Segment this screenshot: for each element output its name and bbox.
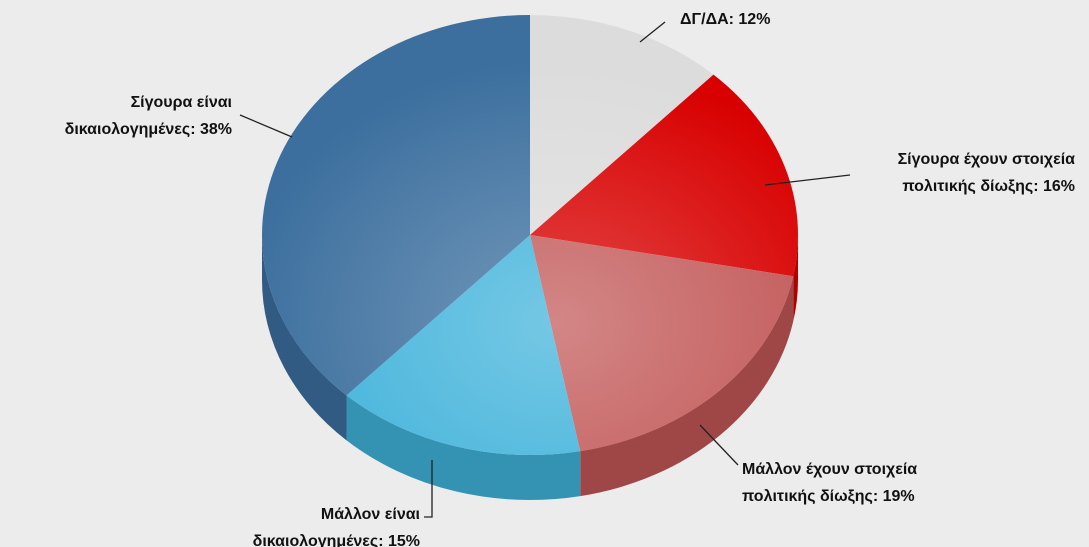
data-label: Μάλλον έχουν στοιχεία — [742, 461, 917, 478]
data-label: Σίγουρα έχουν στοιχεία — [898, 151, 1076, 168]
data-label: Μάλλον είναι — [321, 506, 420, 523]
data-label: πολιτικής δίωξης: 16% — [902, 178, 1075, 195]
data-label: δικαιολογημένες: 15% — [253, 533, 420, 547]
data-label: πολιτικής δίωξης: 19% — [742, 488, 915, 505]
data-label: δικαιολογημένες: 38% — [65, 121, 232, 138]
leader-line — [639, 21, 666, 43]
leader-line — [764, 174, 851, 186]
pie-side — [346, 395, 581, 500]
leader-line — [424, 460, 433, 518]
data-label: Σίγουρα είναι — [131, 94, 232, 111]
leader-line — [699, 424, 739, 466]
data-label: ΔΓ/ΔΑ: 12% — [680, 11, 770, 28]
leader-line — [239, 114, 293, 138]
